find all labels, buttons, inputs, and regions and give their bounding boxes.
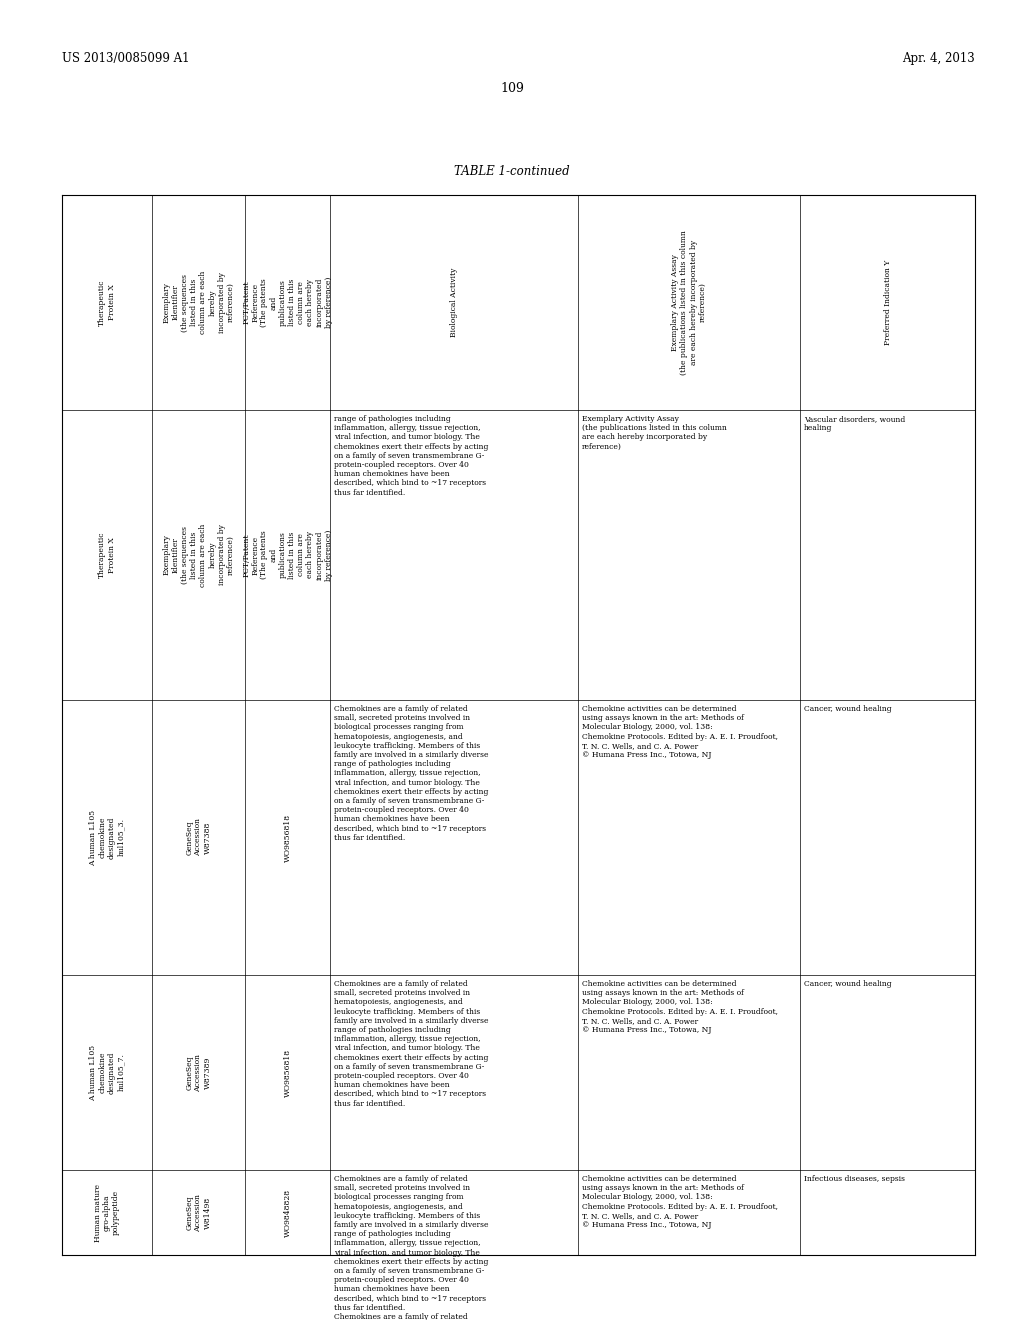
Text: Biological Activity: Biological Activity	[450, 268, 458, 337]
Text: Therapeutic
Protein X: Therapeutic Protein X	[98, 532, 116, 578]
Text: PCT/Patent
Reference
(The patents
and
publications
listed in this
column are
eac: PCT/Patent Reference (The patents and pu…	[242, 277, 333, 329]
Text: Chemokine activities can be determined
using assays known in the art: Methods of: Chemokine activities can be determined u…	[582, 979, 778, 1034]
Text: GeneSeq
Accession
W81498: GeneSeq Accession W81498	[185, 1193, 212, 1232]
Text: Exemplary Activity Assay
(the publications listed in this column
are each hereby: Exemplary Activity Assay (the publicatio…	[671, 230, 707, 375]
Text: GeneSeq
Accession
W87389: GeneSeq Accession W87389	[185, 1053, 212, 1092]
Text: Chemokine activities can be determined
using assays known in the art: Methods of: Chemokine activities can be determined u…	[582, 705, 778, 759]
Text: GeneSeq
Accession
W87388: GeneSeq Accession W87388	[185, 818, 212, 857]
Text: Human mature
gro-alpha
polypeptide: Human mature gro-alpha polypeptide	[94, 1184, 120, 1242]
Text: Chemokines are a family of related
small, secreted proteins involved in
hematopo: Chemokines are a family of related small…	[334, 979, 488, 1107]
Text: Chemokine activities can be determined
using assays known in the art: Methods of: Chemokine activities can be determined u…	[582, 1175, 778, 1229]
Text: Chemokines are a family of related
small, secreted proteins involved in
biologic: Chemokines are a family of related small…	[334, 1175, 488, 1320]
Text: A human L105
chemokine
designated
hul105_7.: A human L105 chemokine designated hul105…	[89, 1044, 125, 1101]
Text: WO9848828: WO9848828	[284, 1188, 292, 1237]
Text: Exemplary Activity Assay
(the publications listed in this column
are each hereby: Exemplary Activity Assay (the publicatio…	[582, 414, 727, 450]
Text: Cancer, wound healing: Cancer, wound healing	[804, 979, 892, 987]
Text: PCT/Patent
Reference
(The patents
and
publications
listed in this
column are
eac: PCT/Patent Reference (The patents and pu…	[242, 529, 333, 581]
Text: Vascular disorders, wound
healing: Vascular disorders, wound healing	[804, 414, 905, 432]
Text: WO9856818: WO9856818	[284, 813, 292, 862]
Text: Preferred Indication Y: Preferred Indication Y	[884, 260, 892, 345]
Text: 109: 109	[500, 82, 524, 95]
Text: A human L105
chemokine
designated
hul105_3.: A human L105 chemokine designated hul105…	[89, 809, 125, 866]
Text: Infectious diseases, sepsis: Infectious diseases, sepsis	[804, 1175, 905, 1183]
Text: Therapeutic
Protein X: Therapeutic Protein X	[98, 280, 116, 326]
Text: Exemplary
Identifier
(the sequences
listed in this
column are each
hereby
incorp: Exemplary Identifier (the sequences list…	[162, 271, 234, 334]
Text: WO9856818: WO9856818	[284, 1048, 292, 1097]
Text: US 2013/0085099 A1: US 2013/0085099 A1	[62, 51, 189, 65]
Text: Exemplary
Identifier
(the sequences
listed in this
column are each
hereby
incorp: Exemplary Identifier (the sequences list…	[162, 523, 234, 586]
Text: Chemokines are a family of related
small, secreted proteins involved in
biologic: Chemokines are a family of related small…	[334, 705, 488, 842]
Text: Cancer, wound healing: Cancer, wound healing	[804, 705, 892, 713]
Text: range of pathologies including
inflammation, allergy, tissue rejection,
viral in: range of pathologies including inflammat…	[334, 414, 488, 496]
Text: TABLE 1-continued: TABLE 1-continued	[455, 165, 569, 178]
Text: Apr. 4, 2013: Apr. 4, 2013	[902, 51, 975, 65]
